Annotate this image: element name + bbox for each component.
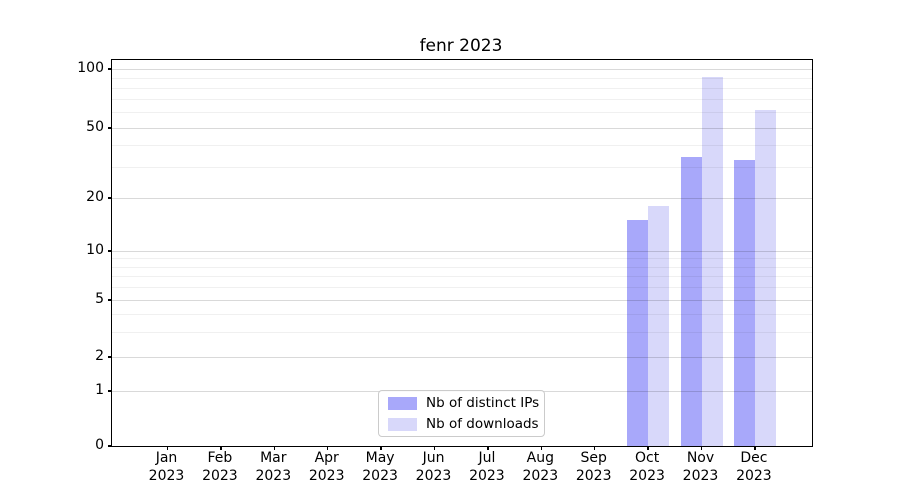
- x-tick-jan: [166, 446, 169, 450]
- y-tick-2: [108, 356, 112, 358]
- x-tick-may: [380, 446, 382, 450]
- x-axis-label-jan: Jan 2023: [148, 450, 185, 484]
- legend-swatch-downloads: [388, 417, 417, 431]
- x-axis-label-apr: Apr 2023: [308, 450, 345, 484]
- x-axis-label-feb: Feb 2023: [202, 450, 238, 484]
- x-tick-apr: [327, 446, 329, 450]
- y-tick-1: [108, 390, 112, 392]
- legend-label-distinct-ips: Nb of distinct IPs: [426, 395, 540, 411]
- legend-swatch-distinct-ips: [388, 396, 417, 410]
- bar-nb-of-downloads-nov: [701, 77, 723, 446]
- y-axis-label-10: 10: [86, 242, 104, 258]
- x-axis-label-mar: Mar 2023: [255, 450, 292, 484]
- bar-nb-of-distinct-ips-dec: [733, 159, 755, 446]
- y-axis-label-100: 100: [77, 60, 104, 76]
- x-axis-label-sep: Sep 2023: [575, 450, 612, 484]
- x-tick-aug: [540, 446, 542, 450]
- y-axis-label-20: 20: [86, 189, 104, 205]
- bar-nb-of-downloads-dec: [754, 109, 776, 446]
- x-tick-mar: [273, 446, 275, 450]
- x-axis-label-oct: Oct 2023: [629, 450, 665, 484]
- x-axis-label-jul: Jul 2023: [469, 450, 505, 484]
- y-axis-label-0: 0: [95, 437, 104, 453]
- x-tick-jun: [433, 446, 436, 450]
- x-tick-oct: [647, 446, 649, 450]
- legend-item-distinct-ips: Nb of distinct IPs: [388, 394, 544, 412]
- x-axis-label-dec: Dec 2023: [736, 450, 772, 484]
- bar-nb-of-distinct-ips-oct: [627, 220, 649, 446]
- y-axis-label-5: 5: [95, 291, 104, 307]
- y-tick-5: [108, 299, 112, 301]
- x-axis-label-jun: Jun 2023: [415, 450, 452, 484]
- x-tick-sep: [594, 446, 596, 450]
- legend-label-downloads: Nb of downloads: [426, 416, 539, 432]
- plot-area: [108, 59, 813, 450]
- x-tick-nov: [700, 446, 703, 450]
- y-tick-0: [108, 445, 112, 447]
- x-axis-label-nov: Nov 2023: [682, 450, 719, 484]
- x-tick-feb: [220, 446, 222, 450]
- x-tick-dec: [754, 446, 756, 450]
- x-axis-label-may: May 2023: [362, 450, 398, 484]
- x-tick-jul: [487, 446, 489, 450]
- y-tick-100: [108, 68, 112, 70]
- y-tick-10: [108, 250, 112, 252]
- y-axis-label-2: 2: [95, 348, 104, 364]
- chart-title: fenr 2023: [419, 36, 503, 56]
- gridline-major-100: [112, 69, 812, 70]
- bar-nb-of-distinct-ips-nov: [680, 157, 702, 446]
- y-axis-label-50: 50: [86, 119, 104, 135]
- legend: Nb of distinct IPs Nb of downloads: [378, 390, 545, 437]
- y-tick-50: [108, 127, 112, 129]
- y-tick-20: [108, 197, 112, 199]
- legend-item-downloads: Nb of downloads: [388, 415, 544, 433]
- y-axis-label-1: 1: [95, 382, 104, 398]
- x-axis-label-aug: Aug 2023: [522, 450, 559, 484]
- bar-nb-of-downloads-oct: [648, 206, 670, 446]
